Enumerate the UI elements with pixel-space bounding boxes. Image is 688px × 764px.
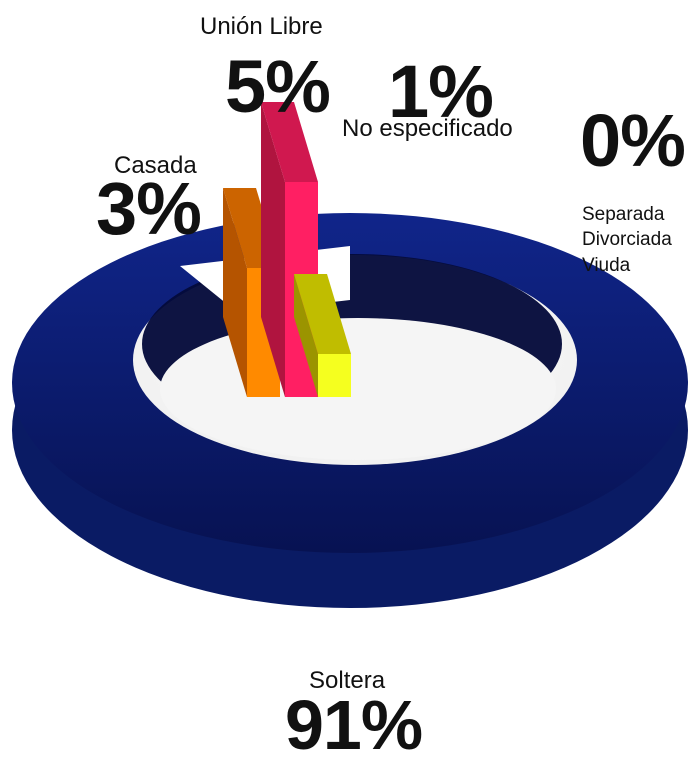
slice-bars: [223, 102, 351, 397]
bar-front-noesp: [318, 354, 351, 397]
bar-side-noesp: [294, 274, 318, 397]
union-pct-text: 5%: [225, 45, 331, 128]
label-union-pct: 5%: [225, 50, 331, 124]
bar-top-union: [261, 102, 318, 182]
soltera-name-text: Soltera: [309, 667, 386, 694]
label-union-name: Unión Libre: [200, 15, 323, 39]
soltera-pct-text: 91%: [285, 686, 423, 764]
bar-side-union: [261, 102, 285, 397]
label-separada-name: Separada Divorciada Viuda: [582, 176, 672, 279]
bar-top-noesp: [294, 274, 351, 354]
bar-side-casada: [223, 188, 247, 397]
casada-pct-text: 3%: [96, 167, 202, 250]
separada-pct-text: 0%: [580, 99, 686, 182]
union-name-text: Unión Libre: [200, 13, 323, 40]
label-casada-pct: 3%: [96, 172, 202, 246]
label-soltera-pct: 91%: [285, 690, 423, 760]
label-casada-name: Casada: [114, 154, 197, 178]
label-noesp-pct: 1%: [388, 55, 494, 129]
casada-name-text: Casada: [114, 152, 197, 179]
label-noesp-name: No especificado: [342, 117, 513, 141]
noesp-name-text: No especificado: [342, 115, 513, 142]
separada-name-text: Separada Divorciada Viuda: [582, 203, 672, 276]
donut-hole-floor: [160, 318, 556, 460]
noesp-pct-text: 1%: [388, 50, 494, 133]
label-separada-pct: 0%: [580, 104, 686, 178]
label-soltera-name: Soltera: [309, 669, 385, 693]
